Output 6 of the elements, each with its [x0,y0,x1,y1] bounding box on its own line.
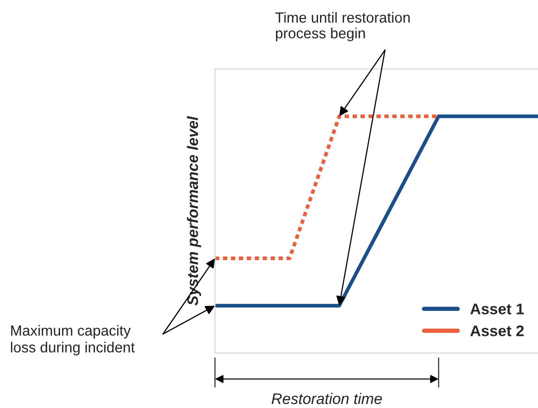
y-axis-title: System performance level [186,116,202,306]
legend-label: Asset 1 [470,304,524,314]
legend-label: Asset 2 [470,325,524,336]
text: Time until restoration process begin [275,12,410,42]
text: Restoration time [272,392,382,404]
text: Maximum capacity loss during incident [10,325,135,356]
